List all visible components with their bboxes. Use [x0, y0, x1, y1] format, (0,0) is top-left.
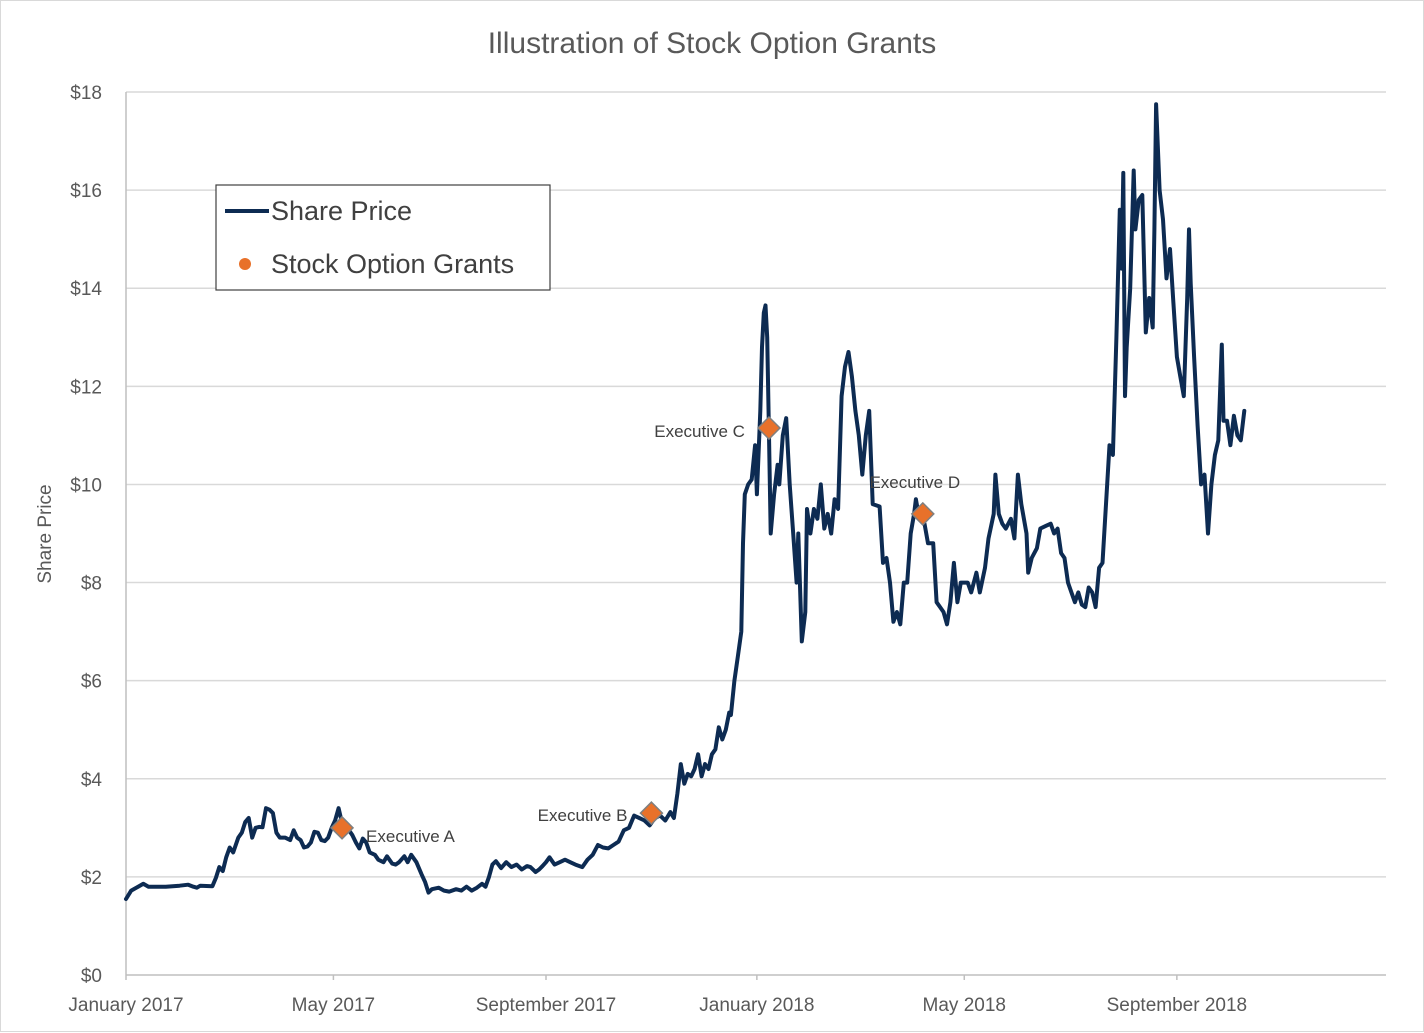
stock-option-grants: Executive A Executive B Executive C Executi… — [329, 415, 960, 846]
grant-annotation: Executive A — [366, 827, 455, 846]
x-tick-label: January 2018 — [699, 995, 814, 1016]
y-tick-label: $2 — [81, 868, 102, 889]
x-tick-label: September 2018 — [1107, 995, 1248, 1016]
y-tick-label: $10 — [70, 475, 102, 496]
legend-grants-label: Stock Option Grants — [271, 249, 514, 279]
y-axis-title: Share Price — [35, 484, 56, 583]
grant-marker — [756, 415, 782, 441]
grant-annotation: Executive B — [538, 806, 628, 825]
x-tick-label: May 2017 — [292, 995, 375, 1016]
y-tick-label: $4 — [81, 770, 103, 791]
y-tick-label: $6 — [81, 672, 102, 693]
x-tick-label: September 2017 — [476, 995, 617, 1016]
grant-marker — [329, 815, 355, 840]
x-tick-label: May 2018 — [923, 995, 1006, 1016]
y-tick-label: $12 — [70, 377, 102, 398]
y-tick-label: $8 — [81, 574, 102, 595]
x-tick-label: January 2017 — [68, 995, 183, 1016]
grant-marker — [639, 801, 664, 826]
y-tick-label: $0 — [81, 966, 102, 987]
legend-grants-swatch — [239, 258, 251, 270]
y-tick-label: $18 — [70, 83, 102, 104]
legend: Share Price Stock Option Grants — [215, 184, 551, 291]
chart-title: Illustration of Stock Option Grants — [488, 27, 937, 60]
grant-marker — [910, 501, 935, 526]
legend-share-price-label: Share Price — [271, 196, 412, 226]
legend-box — [215, 184, 551, 291]
y-axis-ticks: $0 $2 $4 $6 $8 $10 $12 $14 $16 $18 — [70, 83, 102, 987]
grant-annotation: Executive D — [869, 473, 960, 492]
y-tick-label: $16 — [70, 181, 102, 202]
grant-annotation: Executive C — [654, 422, 745, 441]
y-tick-label: $14 — [70, 279, 102, 300]
x-axis-ticks: January 2017 May 2017 September 2017 Januar… — [68, 975, 1247, 1016]
